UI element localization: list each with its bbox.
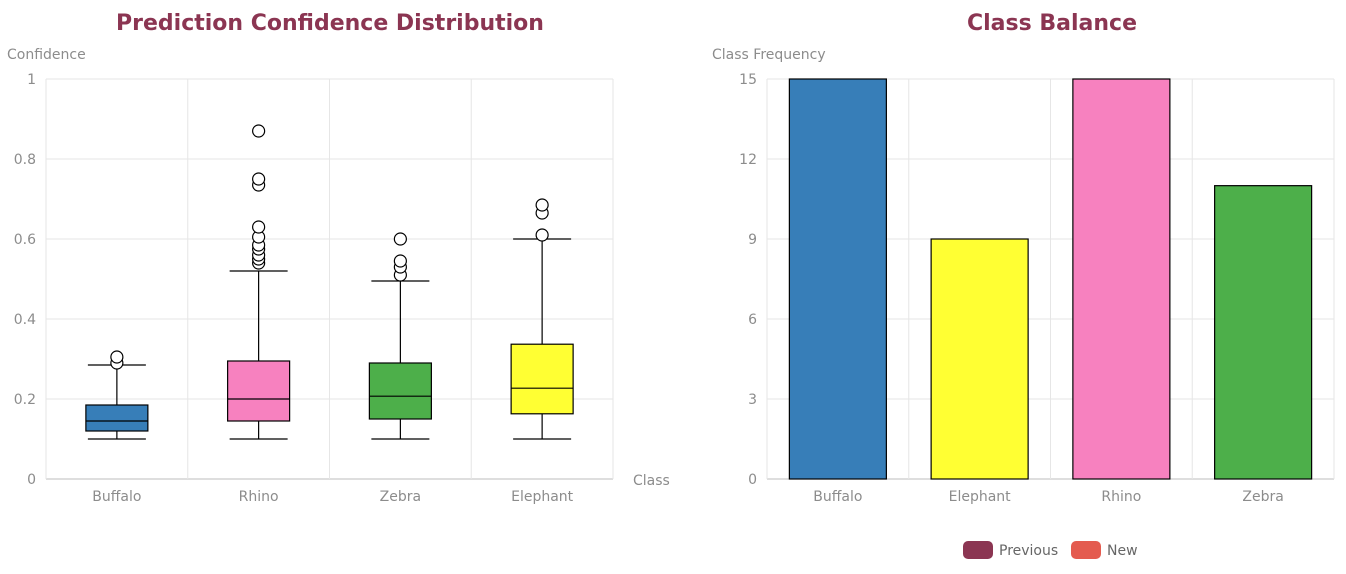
box-buffalo bbox=[85, 350, 149, 440]
box-plot-y-ticks: 0 0.2 0.4 0.6 0.8 1 bbox=[14, 72, 36, 488]
outlier-point bbox=[252, 220, 266, 234]
box-plot-x-ticks: Buffalo Rhino Zebra Elephant bbox=[92, 489, 573, 505]
outlier-point bbox=[535, 198, 549, 212]
box-plot-chart: Prediction Confidence Distribution Confi… bbox=[7, 11, 670, 505]
box-plot-x-tick-label: Buffalo bbox=[92, 489, 141, 505]
bar-chart-y-ticks: 0 3 6 9 12 15 bbox=[739, 72, 757, 488]
legend-swatch-new[interactable] bbox=[1071, 541, 1101, 559]
box-plot-y-tick-label: 0.6 bbox=[14, 232, 36, 248]
box-iqr bbox=[510, 343, 574, 415]
bar-chart-y-tick-label: 12 bbox=[739, 152, 757, 168]
bar-zebra bbox=[1214, 185, 1313, 480]
box-plot-x-tick-label: Elephant bbox=[511, 489, 574, 505]
box-plot-marks bbox=[85, 124, 574, 440]
bar-chart-y-axis-title: Class Frequency bbox=[712, 47, 826, 63]
box-iqr bbox=[368, 362, 432, 420]
box-plot-y-tick-label: 1 bbox=[27, 72, 36, 88]
bar-chart-marks bbox=[788, 78, 1313, 480]
box-plot-grid bbox=[45, 78, 614, 480]
bar-chart-x-tick-label: Zebra bbox=[1242, 489, 1283, 505]
box-iqr bbox=[85, 404, 149, 432]
box-plot-x-axis-title: Class bbox=[633, 473, 670, 489]
bar-chart-title: Class Balance bbox=[967, 11, 1137, 36]
box-plot-y-tick-label: 0 bbox=[27, 472, 36, 488]
box-plot-y-tick-label: 0.2 bbox=[14, 392, 36, 408]
legend-label-new[interactable]: New bbox=[1107, 543, 1138, 559]
box-plot-y-tick-label: 0.8 bbox=[14, 152, 36, 168]
bar-chart-x-ticks: Buffalo Elephant Rhino Zebra bbox=[813, 489, 1284, 505]
bar-elephant bbox=[930, 238, 1029, 480]
box-iqr bbox=[227, 360, 291, 422]
bar-chart-x-tick-label: Elephant bbox=[949, 489, 1012, 505]
legend-label-previous[interactable]: Previous bbox=[999, 543, 1058, 559]
bar-chart-x-tick-label: Rhino bbox=[1101, 489, 1141, 505]
bar-buffalo bbox=[788, 78, 887, 480]
bar-chart: Class Balance Class Frequency 0 3 6 9 12 15 B… bbox=[712, 11, 1335, 559]
box-zebra bbox=[368, 232, 432, 440]
box-plot-y-tick-label: 0.4 bbox=[14, 312, 36, 328]
box-plot-x-tick-label: Rhino bbox=[239, 489, 279, 505]
bar-chart-y-tick-label: 3 bbox=[748, 392, 757, 408]
outlier-point bbox=[393, 254, 407, 268]
bar-chart-legend: Previous New bbox=[963, 541, 1138, 559]
bar-chart-x-tick-label: Buffalo bbox=[813, 489, 862, 505]
outlier-point bbox=[393, 232, 407, 246]
outlier-point bbox=[252, 172, 266, 186]
bar-rhino bbox=[1072, 78, 1171, 480]
outlier-point bbox=[252, 124, 266, 138]
box-plot-y-axis-title: Confidence bbox=[7, 47, 86, 63]
box-plot-title: Prediction Confidence Distribution bbox=[116, 11, 544, 36]
bar-chart-y-tick-label: 9 bbox=[748, 232, 757, 248]
outlier-point bbox=[535, 228, 549, 242]
box-plot-x-tick-label: Zebra bbox=[380, 489, 421, 505]
bar-chart-y-tick-label: 6 bbox=[748, 312, 757, 328]
box-elephant bbox=[510, 198, 574, 440]
legend-swatch-previous[interactable] bbox=[963, 541, 993, 559]
outlier-point bbox=[110, 350, 124, 364]
box-rhino bbox=[227, 124, 291, 440]
bar-chart-y-tick-label: 15 bbox=[739, 72, 757, 88]
bar-chart-y-tick-label: 0 bbox=[748, 472, 757, 488]
